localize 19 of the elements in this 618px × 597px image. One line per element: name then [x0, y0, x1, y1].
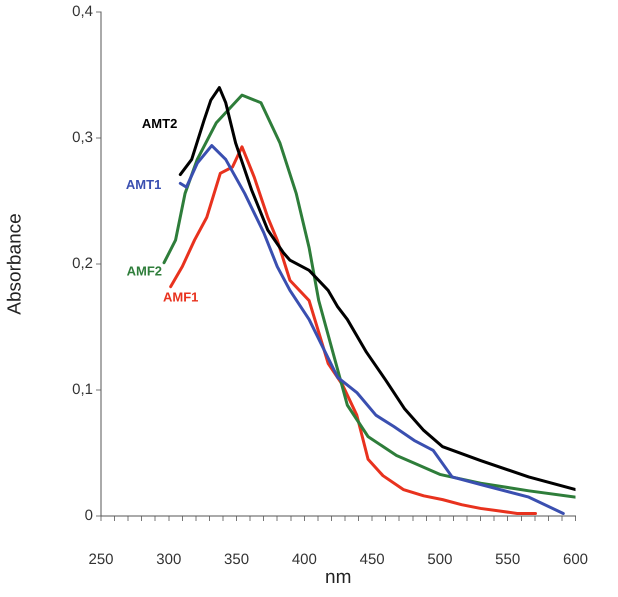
y-tick-label: 0,2 — [72, 255, 93, 272]
x-tick-label: 250 — [88, 551, 114, 568]
y-axis-title: Absorbance — [4, 213, 26, 315]
x-tick-label: 500 — [427, 551, 452, 568]
y-tick-label: 0,1 — [72, 381, 93, 398]
series-label: AMT2 — [142, 116, 178, 132]
x-tick-label: 600 — [562, 551, 588, 568]
series-label: AMF1 — [162, 289, 198, 304]
y-tick-label: 0 — [84, 507, 93, 524]
series-label: AMT1 — [126, 176, 162, 192]
x-tick-label: 300 — [156, 551, 182, 568]
y-tick-label: 0,3 — [72, 129, 93, 146]
x-tick-label: 350 — [224, 551, 250, 568]
x-tick-label: 550 — [495, 551, 520, 568]
x-tick-label: 400 — [292, 551, 317, 568]
x-axis-title: nm — [325, 566, 352, 588]
y-tick-label: 0,4 — [72, 3, 93, 20]
x-tick-label: 450 — [360, 551, 385, 568]
series-label: AMF2 — [126, 263, 162, 278]
